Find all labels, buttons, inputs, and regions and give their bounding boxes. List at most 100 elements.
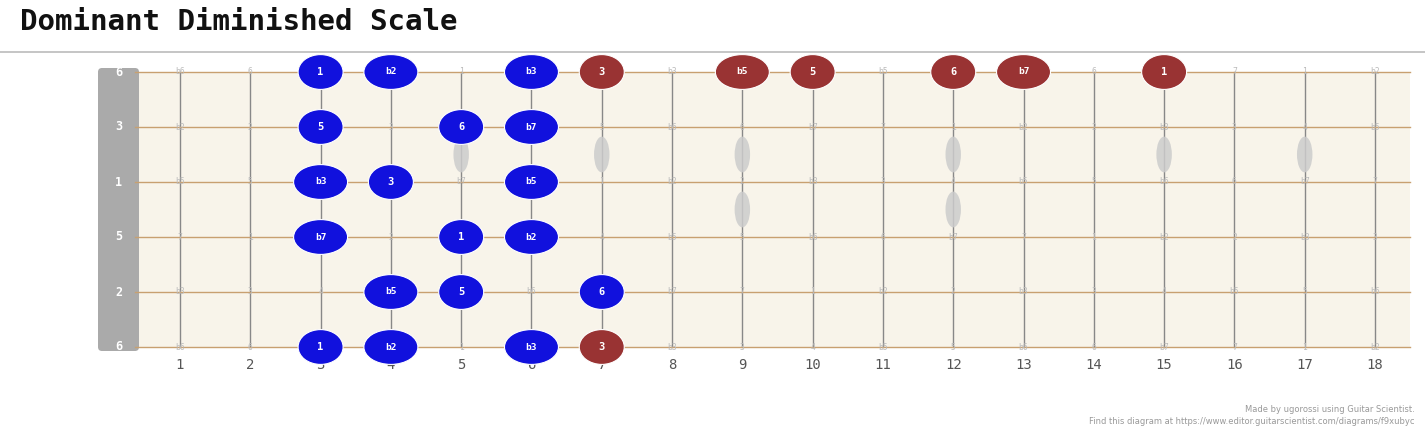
Ellipse shape [594,137,610,172]
Text: 4: 4 [386,358,395,372]
Ellipse shape [504,219,559,254]
Text: 1: 1 [115,176,123,188]
Ellipse shape [363,55,418,90]
Text: 6: 6 [740,122,745,132]
Text: 3: 3 [1372,232,1378,242]
Text: 15: 15 [1156,358,1173,372]
Ellipse shape [369,165,413,199]
Text: b2: b2 [526,232,537,242]
Text: 2: 2 [1092,122,1096,132]
Ellipse shape [439,219,483,254]
Text: b2: b2 [878,288,888,296]
Ellipse shape [931,55,976,90]
Text: 6: 6 [115,340,123,354]
Text: 7: 7 [1022,232,1026,242]
Text: 3: 3 [1233,122,1237,132]
Text: b3: b3 [667,67,677,76]
Text: b7: b7 [526,122,537,132]
Text: 10: 10 [804,358,821,372]
Ellipse shape [580,55,624,90]
Text: b7: b7 [1300,177,1310,187]
Text: b3: b3 [1160,122,1168,132]
Text: 11: 11 [875,358,891,372]
Ellipse shape [294,165,348,199]
Text: b3: b3 [526,67,537,76]
Text: b6: b6 [527,288,536,296]
Text: b6: b6 [175,343,185,351]
FancyBboxPatch shape [98,68,140,351]
Ellipse shape [946,137,960,172]
Ellipse shape [363,329,418,364]
Text: 5: 5 [457,287,465,297]
Text: 5: 5 [1092,177,1096,187]
Text: 3: 3 [1092,288,1096,296]
Text: b2: b2 [385,67,396,76]
Text: Find this diagram at https://www.editor.guitarscientist.com/diagrams/f9xubyc: Find this diagram at https://www.editor.… [1090,416,1415,426]
Text: 1: 1 [811,288,815,296]
Ellipse shape [363,274,418,309]
Text: b6: b6 [1369,288,1379,296]
Text: b7: b7 [667,288,677,296]
Text: 9: 9 [738,358,747,372]
Text: b3: b3 [1300,232,1310,242]
Text: 6: 6 [950,67,956,77]
Text: 7: 7 [178,232,182,242]
Text: 5: 5 [740,232,745,242]
Ellipse shape [580,274,624,309]
Text: 4: 4 [1302,122,1307,132]
Text: b7: b7 [315,232,326,242]
Ellipse shape [298,110,343,144]
Text: b5: b5 [878,67,888,76]
Text: 4: 4 [950,177,956,187]
Text: b5: b5 [667,232,677,242]
Text: 5: 5 [600,122,604,132]
Text: b7: b7 [1160,343,1168,351]
Text: 6: 6 [248,67,252,76]
Text: 12: 12 [945,358,962,372]
Text: 17: 17 [1297,358,1312,372]
Text: Made by ugorossi using Guitar Scientist.: Made by ugorossi using Guitar Scientist. [1245,405,1415,413]
Text: 1: 1 [175,358,184,372]
Text: 5: 5 [809,67,815,77]
Ellipse shape [504,55,559,90]
Text: b3: b3 [667,343,677,351]
Text: b6: b6 [808,232,818,242]
Text: 5: 5 [457,358,466,372]
Text: 1: 1 [459,343,463,351]
Text: b2: b2 [1019,122,1029,132]
Text: 1: 1 [248,232,252,242]
Text: 6: 6 [881,232,885,242]
Text: 6: 6 [115,66,123,79]
Text: 7: 7 [1233,343,1237,351]
Text: 7: 7 [1233,67,1237,76]
Ellipse shape [439,274,483,309]
Text: 2: 2 [740,177,745,187]
Ellipse shape [504,329,559,364]
Text: b5: b5 [175,177,185,187]
Text: 3: 3 [598,67,604,77]
Text: 6: 6 [457,122,465,132]
Text: b3: b3 [1019,288,1029,296]
Text: 1: 1 [318,67,323,77]
Ellipse shape [1156,137,1171,172]
Ellipse shape [580,329,624,364]
Text: b6: b6 [1019,343,1029,351]
Text: 5: 5 [1302,288,1307,296]
Text: 3: 3 [388,177,393,187]
FancyBboxPatch shape [135,72,1411,347]
Ellipse shape [453,137,469,172]
Text: b5: b5 [1019,177,1029,187]
Text: b7: b7 [808,122,818,132]
Text: 6: 6 [1233,177,1237,187]
Text: b5: b5 [385,288,396,296]
Text: 14: 14 [1086,358,1102,372]
Text: 1: 1 [1302,67,1307,76]
Text: 4: 4 [1161,288,1167,296]
Text: 6: 6 [248,343,252,351]
Text: 16: 16 [1226,358,1243,372]
Text: 1: 1 [459,67,463,76]
Text: 2: 2 [950,288,956,296]
Text: 1: 1 [457,232,465,242]
Text: 6: 6 [598,287,604,297]
Ellipse shape [298,329,343,364]
